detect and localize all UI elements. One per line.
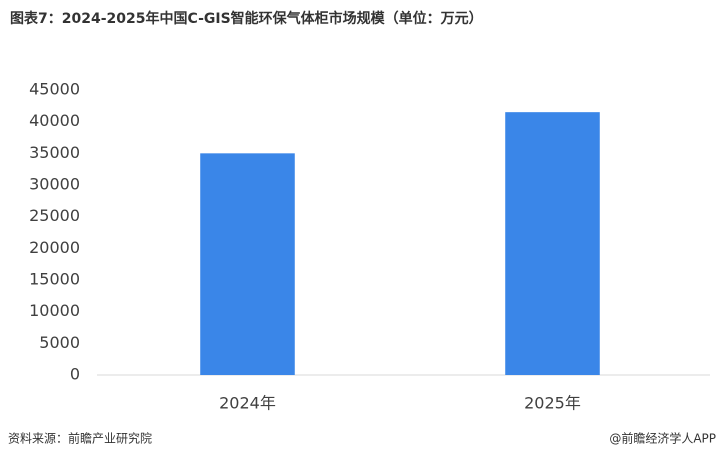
chart-title: 图表7：2024-2025年中国C-GIS智能环保气体柜市场规模（单位：万元） bbox=[10, 10, 483, 27]
y-tick-label: 10000 bbox=[29, 301, 80, 320]
bar bbox=[200, 153, 295, 375]
y-tick-label: 30000 bbox=[29, 175, 80, 194]
x-tick-label: 2024年 bbox=[219, 394, 276, 413]
bar bbox=[505, 112, 600, 376]
y-tick-label: 15000 bbox=[29, 270, 80, 289]
credit-note: @前瞻经济学人APP bbox=[609, 431, 716, 446]
y-tick-label: 0 bbox=[70, 365, 80, 384]
source-note: 资料来源：前瞻产业研究院 bbox=[8, 431, 152, 446]
y-tick-label: 45000 bbox=[29, 80, 80, 99]
y-tick-label: 20000 bbox=[29, 238, 80, 257]
y-tick-label: 40000 bbox=[29, 111, 80, 130]
y-tick-label: 25000 bbox=[29, 206, 80, 225]
y-tick-label: 5000 bbox=[39, 333, 80, 352]
x-tick-label: 2025年 bbox=[524, 394, 581, 413]
y-tick-label: 35000 bbox=[29, 143, 80, 162]
